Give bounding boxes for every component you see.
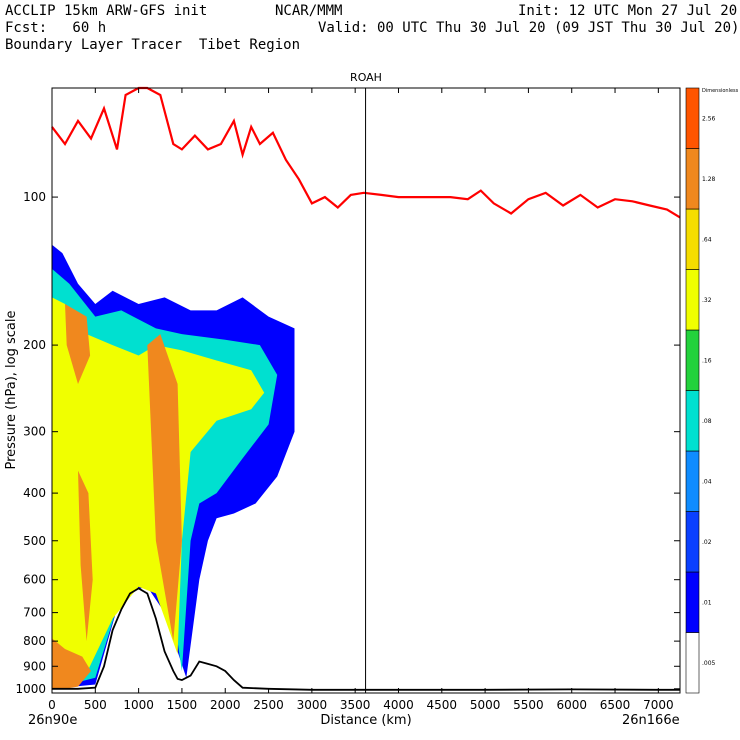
y-tick-label: 100 (23, 190, 46, 204)
x-tick-label: 2500 (253, 698, 284, 712)
header-line1-mid: NCAR/MMM (275, 3, 343, 19)
y-axis-ticks: 100 200 300 400 500 600 700 800 900 1000 (15, 190, 680, 696)
x-tick-label: 2000 (210, 698, 241, 712)
x-axis-ticks: 0 500 1000 1500 2000 2500 3000 3500 4000 4500 5000… (48, 88, 674, 712)
y-tick-label: 200 (23, 338, 46, 352)
x-tick-label: 4000 (383, 698, 414, 712)
colorbar-swatch (685, 390, 700, 452)
x-end-label-right: 26n166e (622, 713, 680, 728)
y-axis-label: Pressure (hPa), log scale (4, 311, 19, 470)
header-line1-right: Init: 12 UTC Mon 27 Jul 20 (518, 3, 738, 19)
plot-frame (51, 87, 681, 694)
colorbar-swatch (685, 208, 700, 270)
header-line2-right: Valid: 00 UTC Thu 30 Jul 20 (09 JST Thu … (318, 20, 740, 36)
colorbar-swatch (685, 511, 700, 573)
tracer-region-4 (65, 304, 91, 384)
tracer-regions (52, 244, 295, 689)
colorbar-label: .01 (702, 599, 712, 606)
x-tick-label: 4500 (427, 698, 458, 712)
x-tick-label: 500 (84, 698, 107, 712)
colorbar-label: .005 (702, 660, 716, 667)
x-tick-label: 1500 (167, 698, 198, 712)
chart-title: ROAH (350, 71, 382, 84)
colorbar-label: .64 (702, 236, 712, 243)
header-line2-left: Fcst: 60 h (5, 20, 107, 36)
colorbar: .005 .01 .02 .04 .08 .16 .32 .64 1.28 2.56 Dimensi… (685, 87, 739, 694)
y-tick-label: 700 (23, 606, 46, 620)
x-tick-label: 1000 (123, 698, 154, 712)
colorbar-label: 2.56 (702, 115, 716, 122)
colorbar-label: .32 (702, 297, 712, 304)
colorbar-label: .02 (702, 539, 712, 546)
y-tick-label: 1000 (15, 682, 46, 696)
colorbar-label: 1.28 (702, 176, 716, 183)
x-tick-label: 3000 (297, 698, 328, 712)
colorbar-label: .16 (702, 357, 712, 364)
tracer-region-3 (52, 638, 91, 689)
header-line1-left: ACCLIP 15km ARW-GFS init (5, 3, 208, 19)
x-tick-label: 6500 (600, 698, 631, 712)
x-tick-label: 6000 (556, 698, 587, 712)
colorbar-label: .04 (702, 478, 712, 485)
terrain-line (52, 587, 680, 691)
y-tick-label: 500 (23, 534, 46, 548)
colorbar-swatch (685, 148, 700, 210)
y-tick-label: 300 (23, 425, 46, 439)
y-tick-label: 400 (23, 486, 46, 500)
colorbar-label: .08 (702, 418, 712, 425)
y-tick-label: 900 (23, 659, 46, 673)
colorbar-swatch (685, 87, 700, 149)
y-tick-label: 600 (23, 573, 46, 587)
tracer-region-6 (78, 470, 93, 642)
x-tick-label: 0 (48, 698, 56, 712)
header-line3: Boundary Layer Tracer Tibet Region (5, 37, 301, 53)
x-end-label-left: 26n90e (28, 713, 77, 728)
x-axis-label: Distance (km) (320, 713, 411, 728)
x-tick-label: 5500 (513, 698, 544, 712)
x-tick-label: 5000 (470, 698, 501, 712)
tracer-region-5 (147, 334, 182, 642)
colorbar-swatch (685, 450, 700, 512)
x-tick-label: 3500 (340, 698, 371, 712)
colorbar-title: Dimensionless (702, 88, 739, 94)
y-tick-label: 800 (23, 634, 46, 648)
x-tick-label: 7000 (643, 698, 674, 712)
colorbar-swatch (685, 571, 700, 633)
colorbar-swatch (685, 269, 700, 331)
colorbar-swatch (685, 632, 700, 694)
colorbar-swatch (685, 329, 700, 391)
